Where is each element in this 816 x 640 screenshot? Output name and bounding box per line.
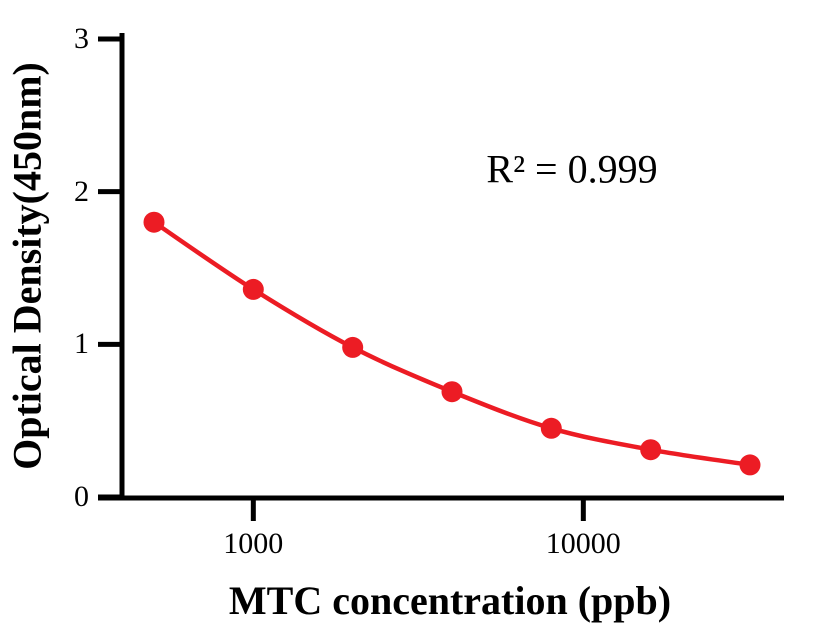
data-point-marker xyxy=(342,336,364,358)
y-tick-label: 3 xyxy=(74,22,89,55)
y-axis-title: Optical Density(450nm) xyxy=(4,62,50,470)
x-axis-title: MTC concentration (ppb) xyxy=(228,578,672,623)
y-tick-label: 1 xyxy=(74,327,89,361)
data-point-marker xyxy=(739,454,761,476)
r-squared-annotation: R² = 0.999 xyxy=(486,146,658,192)
data-point-marker xyxy=(441,381,463,403)
data-point-marker xyxy=(242,278,264,300)
data-point-marker xyxy=(640,439,662,461)
y-tick-label: 2 xyxy=(74,174,89,208)
data-point-marker xyxy=(143,211,165,233)
x-tick-label: 10000 xyxy=(545,527,621,560)
curve-line xyxy=(151,219,753,468)
data-point-marker xyxy=(540,417,562,439)
x-tick-label: 1000 xyxy=(223,527,284,560)
y-tick-label: 0 xyxy=(74,480,89,513)
